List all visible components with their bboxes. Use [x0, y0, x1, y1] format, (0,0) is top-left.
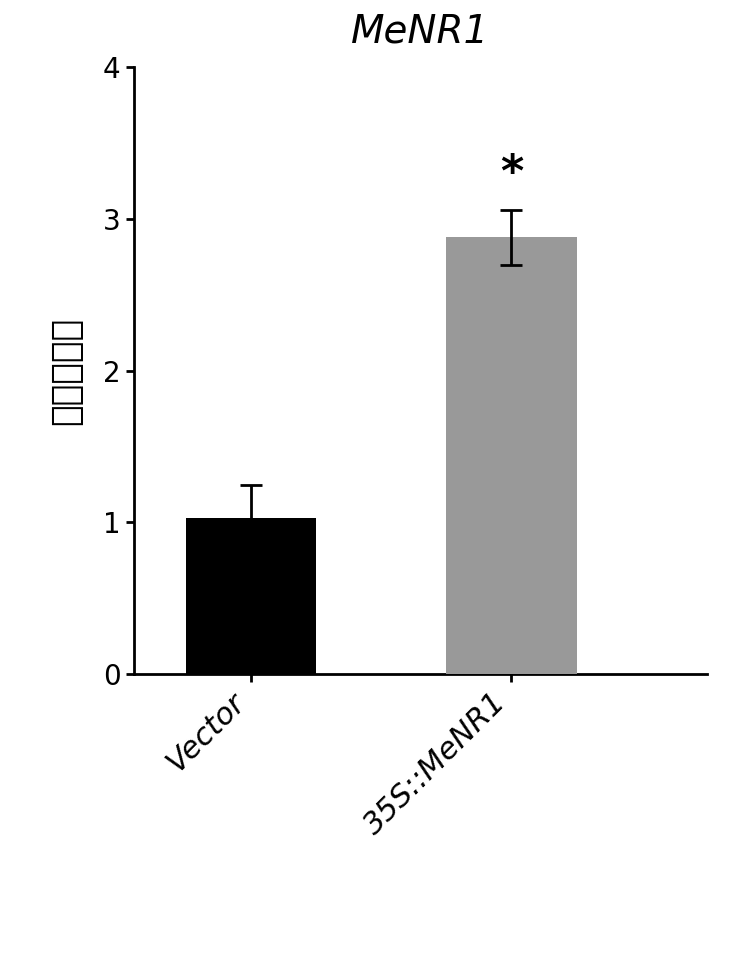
Y-axis label: 相对表达量: 相对表达量: [50, 317, 83, 425]
Bar: [446, 237, 577, 674]
Title: MeNR1: MeNR1: [351, 13, 490, 50]
Bar: [186, 518, 316, 674]
Text: *: *: [500, 152, 523, 195]
